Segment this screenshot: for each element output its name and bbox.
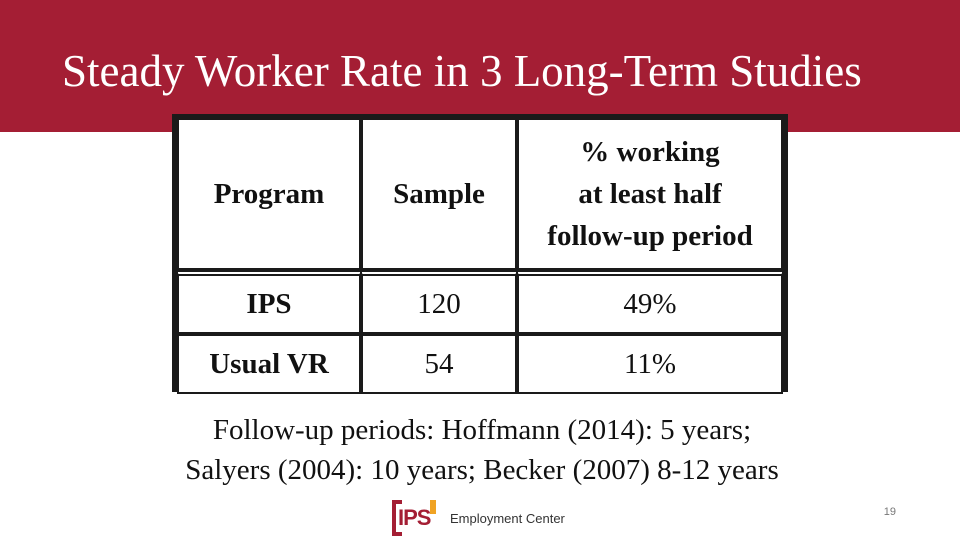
cell-sample: 120 xyxy=(361,270,517,334)
header-band xyxy=(0,0,960,132)
footnote-line-2: Salyers (2004): 10 years; Becker (2007) … xyxy=(185,454,779,486)
table-row: IPS 120 49% xyxy=(177,270,783,334)
cell-sample: 54 xyxy=(361,334,517,394)
cell-percent: 49% xyxy=(517,270,783,334)
follow-up-footnote: Follow-up periods: Hoffmann (2014): 5 ye… xyxy=(96,410,868,490)
logo-letters: IPS xyxy=(398,505,431,530)
cell-percent: 11% xyxy=(517,334,783,394)
results-table-frame: Program Sample % working at least half f… xyxy=(172,114,788,394)
cell-program: Usual VR xyxy=(177,334,361,394)
logo-bracket xyxy=(392,500,402,536)
header-pct-line-3: follow-up period xyxy=(547,220,753,252)
logo-accent xyxy=(430,500,436,514)
page-number: 19 xyxy=(883,506,896,518)
logo-text: Employment Center xyxy=(450,510,565,526)
header-pct-line-2: at least half xyxy=(578,178,722,210)
footnote-line-1: Follow-up periods: Hoffmann (2014): 5 ye… xyxy=(212,414,752,446)
ips-logo-mark: IPS xyxy=(392,500,436,536)
header-sample: Sample xyxy=(361,118,517,270)
slide-title: Steady Worker Rate in 3 Long-Term Studie… xyxy=(62,46,862,96)
table-header-row: Program Sample % working at least half f… xyxy=(177,118,783,270)
header-percent-working: % working at least half follow-up period xyxy=(517,118,783,270)
cell-program: IPS xyxy=(177,270,361,334)
table-row: Usual VR 54 11% xyxy=(177,334,783,394)
results-table: Program Sample % working at least half f… xyxy=(177,118,783,394)
header-program: Program xyxy=(177,118,361,270)
header-pct-line-1: % working xyxy=(580,136,720,168)
ips-logo: IPS Employment Center xyxy=(392,498,565,538)
